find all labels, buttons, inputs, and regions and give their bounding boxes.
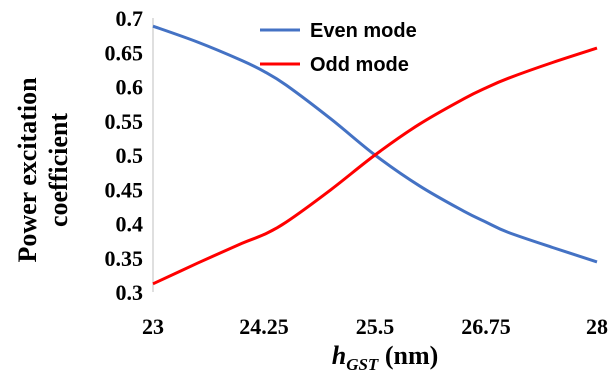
y-tick-label: 0.7 [116, 6, 144, 31]
y-axis-title: Power excitation coefficient [13, 77, 73, 263]
y-tick-label: 0.4 [116, 212, 144, 237]
x-tick-labels: 23 24.25 25.5 26.75 28 [142, 314, 608, 339]
series-layer [152, 24, 598, 286]
legend: Even mode Odd mode [260, 20, 417, 76]
y-tick-label: 0.5 [116, 143, 144, 168]
y-axis-title-line2: coefficient [44, 113, 73, 227]
y-tick-label: 0.55 [105, 109, 144, 134]
y-tick-label: 0.6 [116, 75, 144, 100]
y-tick-label: 0.45 [105, 177, 144, 202]
x-tick-label: 25.5 [356, 314, 395, 339]
y-tick-label: 0.65 [105, 40, 144, 65]
x-tick-label: 26.75 [461, 314, 511, 339]
x-axis-title-subscript: GST [346, 355, 379, 374]
x-axis-title: hGST (nm) [332, 341, 439, 374]
legend-label-even-mode: Even mode [310, 20, 417, 42]
y-axis-title-line1: Power excitation [13, 77, 42, 263]
series-line-odd-mode [152, 46, 598, 286]
y-tick-labels: 0.7 0.65 0.6 0.55 0.5 0.45 0.4 0.35 0.3 [105, 6, 144, 305]
x-tick-label: 28 [586, 314, 608, 339]
x-axis-title-main: h [332, 341, 346, 370]
x-tick-label: 23 [142, 314, 164, 339]
legend-label-odd-mode: Odd mode [310, 54, 409, 76]
x-tick-label: 24.25 [239, 314, 289, 339]
x-axis-title-unit: (nm) [378, 341, 438, 370]
y-tick-label: 0.35 [105, 246, 144, 271]
y-tick-label: 0.3 [116, 280, 144, 305]
